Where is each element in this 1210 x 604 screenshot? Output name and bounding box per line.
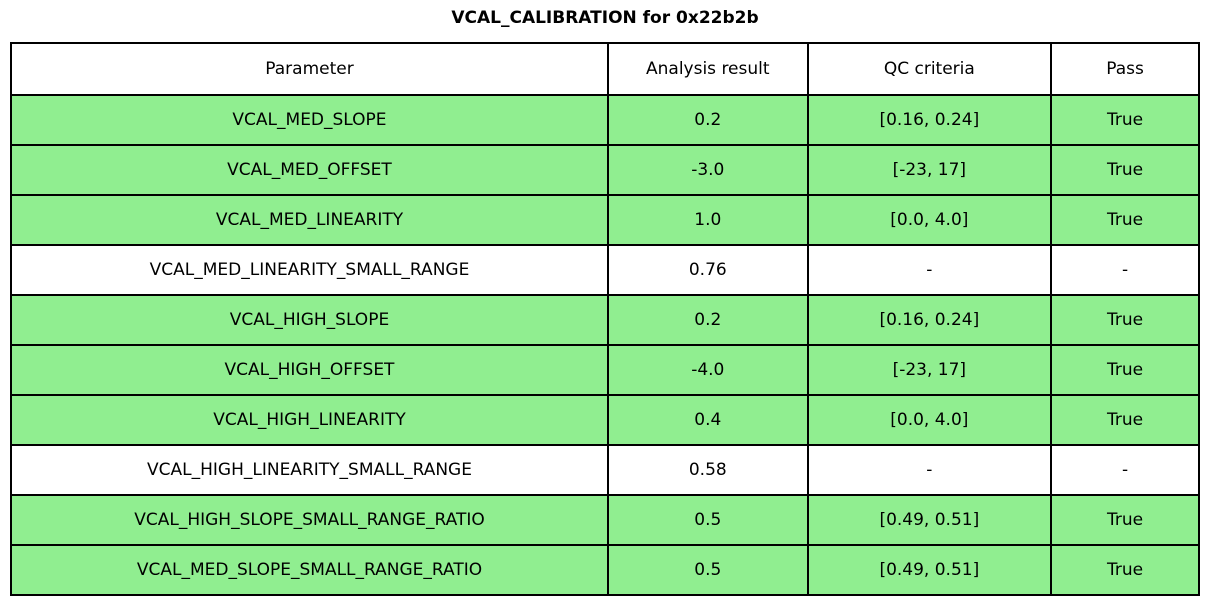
param-cell: VCAL_HIGH_SLOPE [10,294,609,346]
table-row: VCAL_MED_OFFSET -3.0 [-23, 17] True [10,144,1200,196]
table-row: VCAL_HIGH_OFFSET -4.0 [-23, 17] True [10,344,1200,396]
pass-cell: True [1050,394,1200,446]
param-cell: VCAL_HIGH_SLOPE_SMALL_RANGE_RATIO [10,494,609,546]
result-cell: -3.0 [606,144,809,196]
criteria-cell: [0.16, 0.24] [806,94,1053,146]
pass-cell: True [1050,144,1200,196]
criteria-cell: - [806,444,1053,496]
column-header-qc-criteria: QC criteria [806,42,1053,96]
table-row: VCAL_HIGH_LINEARITY 0.4 [0.0, 4.0] True [10,394,1200,446]
result-cell: 0.4 [606,394,809,446]
pass-cell: True [1050,294,1200,346]
criteria-cell: [0.49, 0.51] [806,544,1053,596]
pass-cell: True [1050,194,1200,246]
table-row: VCAL_HIGH_SLOPE_SMALL_RANGE_RATIO 0.5 [0… [10,494,1200,546]
table-row: VCAL_HIGH_LINEARITY_SMALL_RANGE 0.58 - - [10,444,1200,496]
param-cell: VCAL_HIGH_OFFSET [10,344,609,396]
result-cell: 0.5 [606,544,809,596]
result-cell: 1.0 [606,194,809,246]
pass-cell: True [1050,344,1200,396]
criteria-cell: [-23, 17] [806,144,1053,196]
table-row: VCAL_MED_LINEARITY_SMALL_RANGE 0.76 - - [10,244,1200,296]
criteria-cell: [0.16, 0.24] [806,294,1053,346]
table-row: VCAL_MED_LINEARITY 1.0 [0.0, 4.0] True [10,194,1200,246]
result-cell: 0.2 [606,294,809,346]
criteria-cell: [0.49, 0.51] [806,494,1053,546]
criteria-cell: [0.0, 4.0] [806,194,1053,246]
criteria-cell: [0.0, 4.0] [806,394,1053,446]
param-cell: VCAL_MED_SLOPE_SMALL_RANGE_RATIO [10,544,609,596]
table-row: VCAL_HIGH_SLOPE 0.2 [0.16, 0.24] True [10,294,1200,346]
criteria-cell: - [806,244,1053,296]
header-row: Parameter Analysis result QC criteria Pa… [10,42,1200,96]
table-row: VCAL_MED_SLOPE_SMALL_RANGE_RATIO 0.5 [0.… [10,544,1200,596]
column-header-pass: Pass [1050,42,1200,96]
result-cell: 0.58 [606,444,809,496]
pass-cell: True [1050,94,1200,146]
pass-cell: True [1050,544,1200,596]
param-cell: VCAL_HIGH_LINEARITY [10,394,609,446]
pass-cell: - [1050,444,1200,496]
result-cell: 0.2 [606,94,809,146]
param-cell: VCAL_HIGH_LINEARITY_SMALL_RANGE [10,444,609,496]
param-cell: VCAL_MED_LINEARITY [10,194,609,246]
param-cell: VCAL_MED_SLOPE [10,94,609,146]
result-cell: 0.76 [606,244,809,296]
criteria-cell: [-23, 17] [806,344,1053,396]
column-header-parameter: Parameter [10,42,609,96]
param-cell: VCAL_MED_OFFSET [10,144,609,196]
result-cell: 0.5 [606,494,809,546]
pass-cell: True [1050,494,1200,546]
qc-results-table: Parameter Analysis result QC criteria Pa… [10,42,1200,596]
figure-title: VCAL_CALIBRATION for 0x22b2b [451,8,759,28]
pass-cell: - [1050,244,1200,296]
param-cell: VCAL_MED_LINEARITY_SMALL_RANGE [10,244,609,296]
result-cell: -4.0 [606,344,809,396]
table-row: VCAL_MED_SLOPE 0.2 [0.16, 0.24] True [10,94,1200,146]
column-header-analysis-result: Analysis result [606,42,809,96]
